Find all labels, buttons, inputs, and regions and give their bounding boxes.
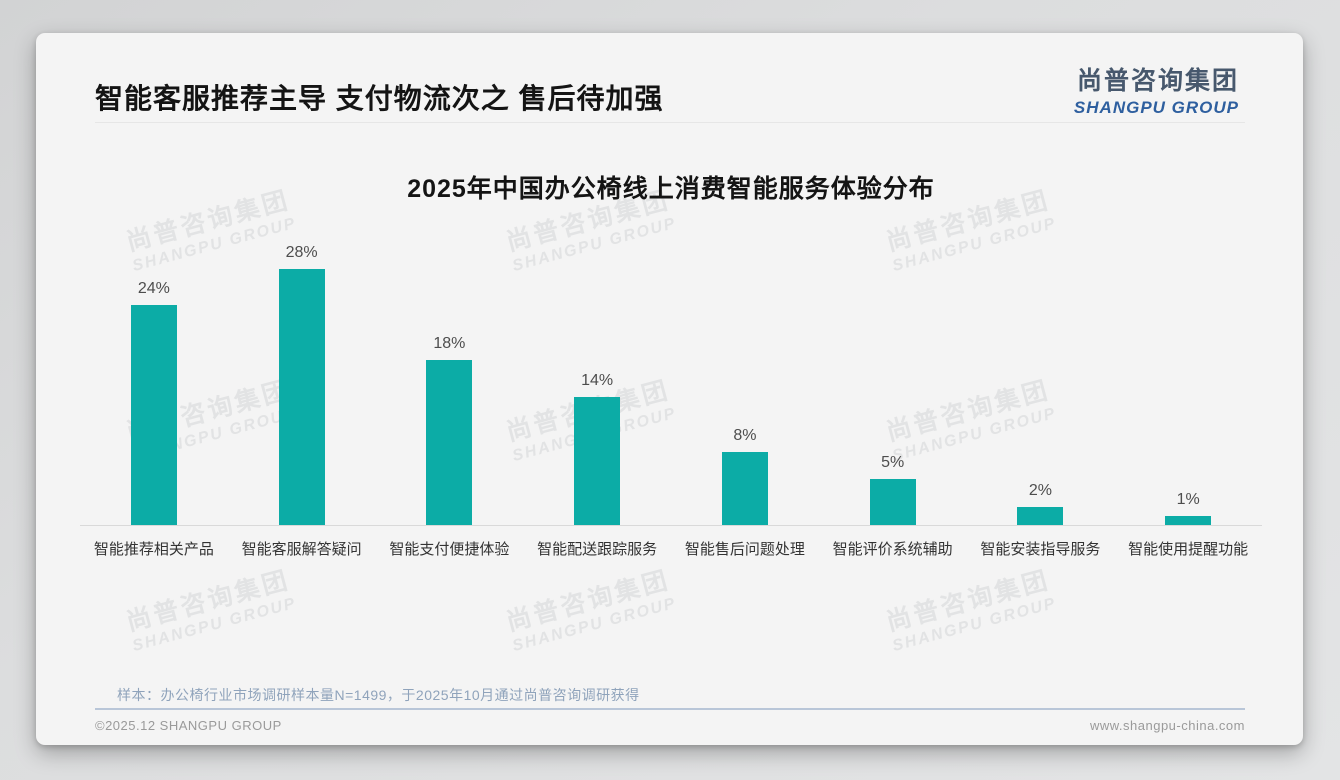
copyright-text: ©2025.12 SHANGPU GROUP	[95, 718, 282, 733]
bar-group: 1%	[1114, 491, 1262, 525]
bar-value-label: 24%	[137, 280, 170, 298]
bar-value-label: 28%	[285, 243, 318, 261]
watermark-line1: 尚普咨询集团	[503, 565, 673, 637]
bar-value-label: 18%	[433, 335, 466, 353]
slide-footer: ©2025.12 SHANGPU GROUP www.shangpu-china…	[95, 718, 1245, 733]
bar-chart: 24% 28% 18% 14% 8% 5% 2% 1%	[80, 220, 1262, 525]
chart-title: 2025年中国办公椅线上消费智能服务体验分布	[407, 175, 935, 203]
bar	[426, 360, 473, 525]
shangpu-logo: 尚普咨询集团 SHANGPU GROUP	[1074, 61, 1239, 118]
bar-group: 8%	[671, 427, 819, 525]
bar	[1165, 515, 1212, 525]
sample-note: 样本：办公椅行业市场调研样本量N=1499，于2025年10月通过尚普咨询调研获…	[117, 687, 640, 703]
x-axis-labels: 智能推荐相关产品 智能客服解答疑问 智能支付便捷体验 智能配送跟踪服务 智能售后问题处理…	[80, 538, 1262, 559]
slide-card: 尚普咨询集团 SHANGPU GROUP 尚普咨询集团 SHANGPU GROUP 尚普…	[36, 33, 1303, 745]
bar-chart-section: 2025年中国办公椅线上消费智能服务体验分布 24% 28% 18% 14% 8% 5% 2…	[80, 169, 1262, 559]
x-axis-category-label: 智能支付便捷体验	[389, 541, 510, 558]
footer-divider	[95, 708, 1245, 710]
bar-group: 28%	[228, 244, 376, 525]
bar	[721, 451, 768, 525]
logo-chinese-text: 尚普咨询集团	[1076, 67, 1239, 95]
bar	[278, 268, 325, 525]
x-axis-line	[80, 525, 1262, 526]
bar-value-label: 5%	[881, 454, 905, 472]
logo-english-text: SHANGPU GROUP	[1073, 98, 1239, 117]
website-url: www.shangpu-china.com	[1089, 718, 1245, 733]
x-axis-category-label: 智能客服解答疑问	[241, 541, 362, 558]
x-axis-category-label: 智能安装指导服务	[980, 541, 1101, 558]
bar	[869, 479, 916, 525]
bar	[574, 396, 621, 525]
bar-group: 18%	[376, 335, 524, 525]
watermark-line1: 尚普咨询集团	[123, 565, 293, 637]
watermark-line2: SHANGPU GROUP	[890, 594, 1059, 656]
bar-value-label: 14%	[581, 371, 614, 389]
bar-group: 2%	[967, 482, 1115, 525]
bar-value-label: 8%	[733, 426, 757, 444]
x-axis-category-label: 智能评价系统辅助	[832, 541, 953, 558]
bar-group: 14%	[523, 372, 671, 525]
bar-group: 24%	[80, 280, 228, 525]
bar-group: 5%	[819, 454, 967, 525]
bar-value-label: 1%	[1176, 490, 1200, 508]
watermark-line2: SHANGPU GROUP	[130, 594, 299, 656]
page-title: 智能客服推荐主导 支付物流次之 售后待加强	[95, 83, 664, 114]
title-divider	[95, 122, 1245, 123]
x-axis-category-label: 智能配送跟踪服务	[537, 541, 658, 558]
bar	[130, 305, 177, 525]
watermark-line2: SHANGPU GROUP	[510, 594, 679, 656]
x-axis-category-label: 智能推荐相关产品	[93, 541, 214, 558]
bar	[1017, 506, 1064, 525]
watermark-line1: 尚普咨询集团	[883, 565, 1053, 637]
x-axis-category-label: 智能使用提醒功能	[1128, 541, 1249, 558]
bar-value-label: 2%	[1028, 481, 1052, 499]
x-axis-category-label: 智能售后问题处理	[684, 541, 805, 558]
